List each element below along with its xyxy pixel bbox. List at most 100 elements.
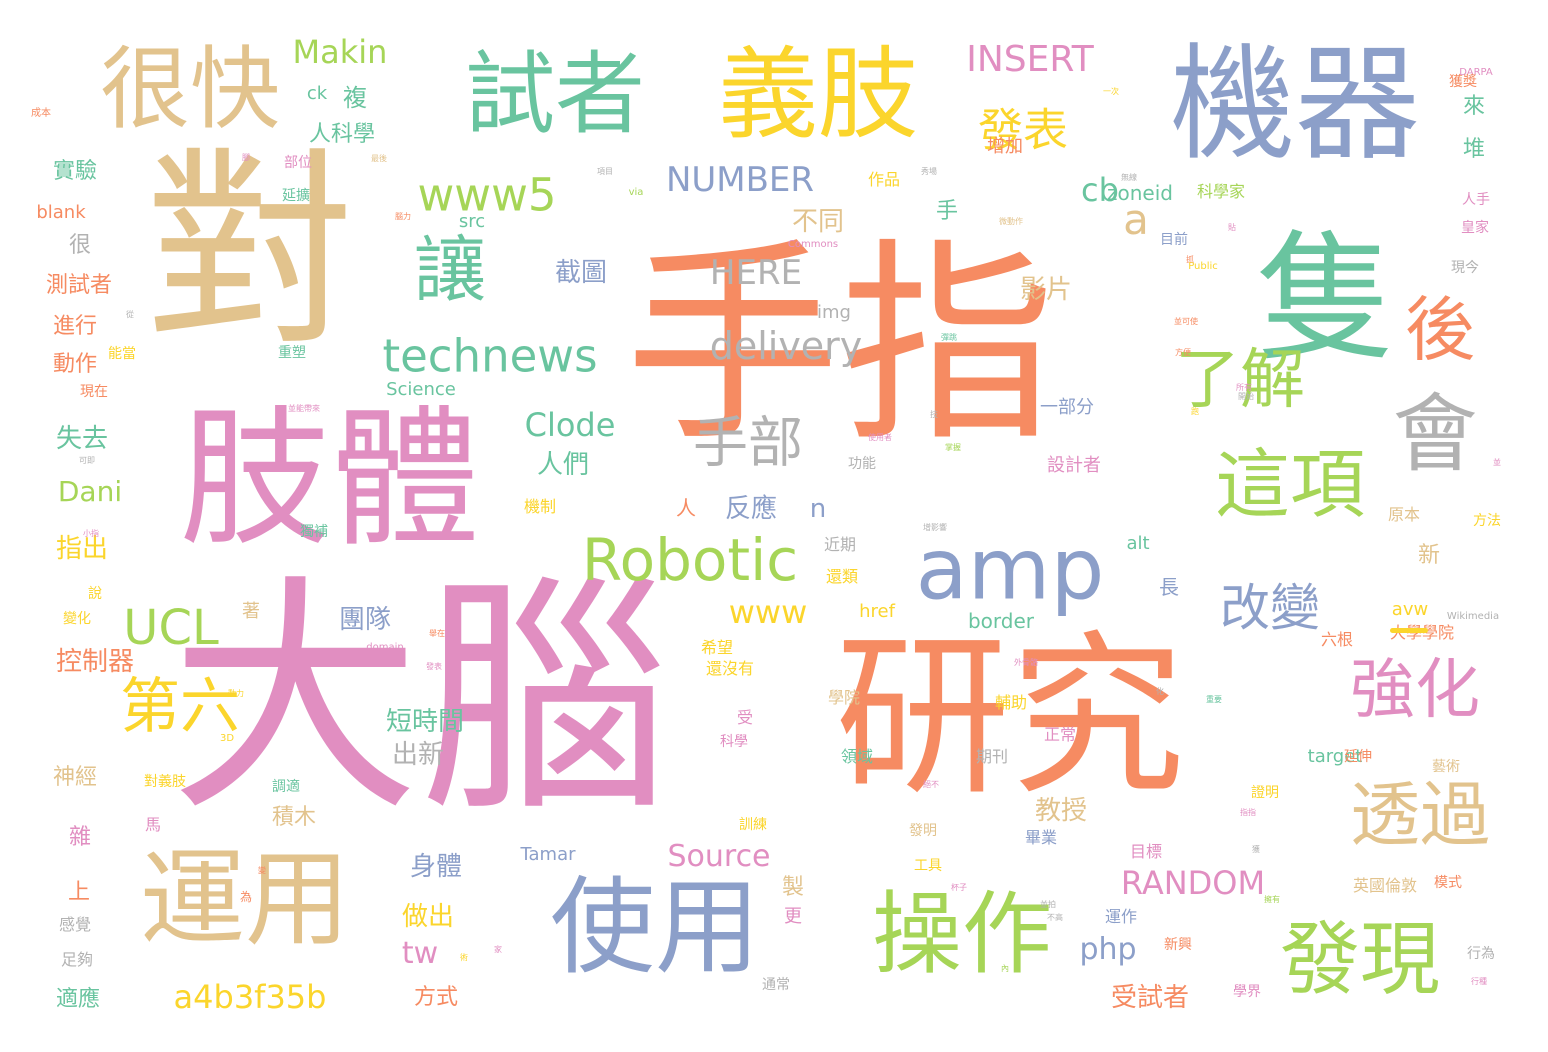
cloud-word: DARPA xyxy=(1459,67,1493,78)
cloud-word: 能當 xyxy=(108,346,136,362)
cloud-word: 腳 xyxy=(242,153,250,162)
cloud-word: 掌握 xyxy=(945,443,961,452)
cloud-word: 輔助 xyxy=(994,693,1028,712)
cloud-word: 義肢 xyxy=(718,36,918,153)
cloud-word: 對義肢 xyxy=(144,774,186,790)
cloud-word: 人科學 xyxy=(308,122,376,147)
cloud-word: 訓練 xyxy=(739,817,767,833)
cloud-word: 重塑 xyxy=(278,345,306,361)
cloud-word: 適應 xyxy=(55,987,101,1012)
cloud-word: 為 xyxy=(239,890,253,904)
cloud-word: target xyxy=(1307,746,1363,767)
cloud-word: 作品 xyxy=(867,170,901,189)
cloud-word: 方便 xyxy=(1175,348,1191,357)
cloud-word: 複 xyxy=(343,84,367,112)
cloud-word: 失去 xyxy=(55,424,109,454)
cloud-word: 延伸 xyxy=(1344,749,1372,765)
cloud-word: via xyxy=(628,187,644,198)
cloud-word: 使用 xyxy=(549,866,761,989)
cloud-word: 術 xyxy=(460,953,468,962)
cloud-word: zoneid xyxy=(1107,181,1173,205)
cloud-word: 方式 xyxy=(413,985,459,1010)
cloud-word: 後 xyxy=(1405,289,1475,371)
cloud-word: 人 xyxy=(676,496,696,520)
cloud-word: 做出 xyxy=(401,902,455,932)
cloud-word: 彈跳 xyxy=(941,333,957,342)
cloud-word: 實驗 xyxy=(52,159,98,184)
cloud-word: 動力 xyxy=(228,689,244,698)
cloud-word: 近期 xyxy=(823,535,857,554)
cloud-word: 開始 xyxy=(1238,392,1254,401)
cloud-word: 一部分 xyxy=(1040,397,1094,418)
cloud-word: 最後 xyxy=(371,154,387,163)
cloud-word: a4b3f35b xyxy=(173,978,327,1016)
cloud-word: technews xyxy=(382,329,598,383)
cloud-word: 抓 xyxy=(1186,255,1194,264)
cloud-word: 家 xyxy=(494,945,502,954)
cloud-word: 影片 xyxy=(1019,275,1073,305)
cloud-word: 並 xyxy=(1493,458,1501,467)
cloud-word: 增影響 xyxy=(923,523,947,532)
cloud-word: 受 xyxy=(736,708,754,727)
cloud-word: 發現 xyxy=(1280,913,1440,1006)
cloud-word: HERE xyxy=(709,253,803,293)
cloud-word: 模式 xyxy=(1434,875,1462,891)
cloud-word: href xyxy=(859,601,895,622)
cloud-word: 發表 xyxy=(977,103,1069,157)
cloud-word: 現今 xyxy=(1451,260,1479,276)
cloud-word: 肢體 xyxy=(179,393,481,567)
cloud-word: 藝術 xyxy=(1432,759,1460,775)
cloud-word: 化 xyxy=(1156,687,1164,696)
cloud-word: Tamar xyxy=(520,844,576,865)
cloud-word: 操作 xyxy=(872,882,1052,987)
cloud-word: 雜 xyxy=(68,825,92,850)
cloud-word: 目標 xyxy=(1129,842,1163,861)
cloud-word: 製 xyxy=(781,875,805,900)
cloud-word: 外骨骼 xyxy=(1014,658,1038,667)
cloud-word: 微動作 xyxy=(999,217,1023,226)
cloud-word: 還類 xyxy=(825,567,859,586)
cloud-word: 擁有 xyxy=(1264,895,1280,904)
cloud-word: 六根 xyxy=(1320,630,1354,649)
cloud-word: 期刊 xyxy=(975,747,1009,766)
cloud-word: 測試者 xyxy=(45,273,113,298)
cloud-word: 手指 xyxy=(625,219,1055,471)
cloud-word: 變化 xyxy=(63,611,91,627)
cloud-word: 畢業 xyxy=(1024,828,1058,847)
cloud-word: 舉在 xyxy=(429,629,445,638)
cloud-word: 來 xyxy=(1462,94,1486,119)
cloud-word: 延擴 xyxy=(282,188,310,204)
cloud-word: 長 xyxy=(1159,575,1179,599)
cloud-word: 大腦 xyxy=(170,554,670,845)
cloud-word: 教授 xyxy=(1034,796,1088,826)
cloud-word: avw xyxy=(1391,599,1429,620)
cloud-word: a xyxy=(1123,195,1149,244)
cloud-word: 腦力 xyxy=(395,212,411,221)
cloud-word: 很快 xyxy=(100,37,280,142)
cloud-word: php xyxy=(1079,932,1137,967)
cloud-word: 獲 xyxy=(1252,845,1260,854)
cloud-word: 對 xyxy=(144,129,356,374)
cloud-word: 團隊 xyxy=(338,605,392,635)
cloud-word: 一次 xyxy=(1103,87,1119,96)
cloud-word: 原本 xyxy=(1387,505,1421,524)
cloud-word: 功能 xyxy=(848,456,876,472)
cloud-word: 第六 xyxy=(120,672,240,742)
cloud-word: 反應 xyxy=(724,494,778,524)
cloud-word: Science xyxy=(386,379,456,400)
cloud-word: 方法 xyxy=(1473,513,1501,529)
cloud-word: 研究 xyxy=(835,616,1185,820)
cloud-word: 足夠 xyxy=(60,950,94,969)
cloud-word: delivery xyxy=(709,324,863,368)
cloud-word: domain xyxy=(366,642,404,653)
cloud-word: 馬 xyxy=(144,815,162,834)
cloud-word: 設計者 xyxy=(1047,455,1101,476)
cloud-word: 讓 xyxy=(413,228,487,312)
cloud-word: 希望 xyxy=(700,638,734,657)
cloud-word: 成本 xyxy=(31,108,51,119)
cloud-word: 控制器 xyxy=(55,647,135,677)
cloud-word: Robotic xyxy=(581,526,799,594)
cloud-word: Commons xyxy=(787,239,839,250)
cloud-word: 強化 xyxy=(1349,652,1481,728)
cloud-word: Source xyxy=(667,839,771,874)
